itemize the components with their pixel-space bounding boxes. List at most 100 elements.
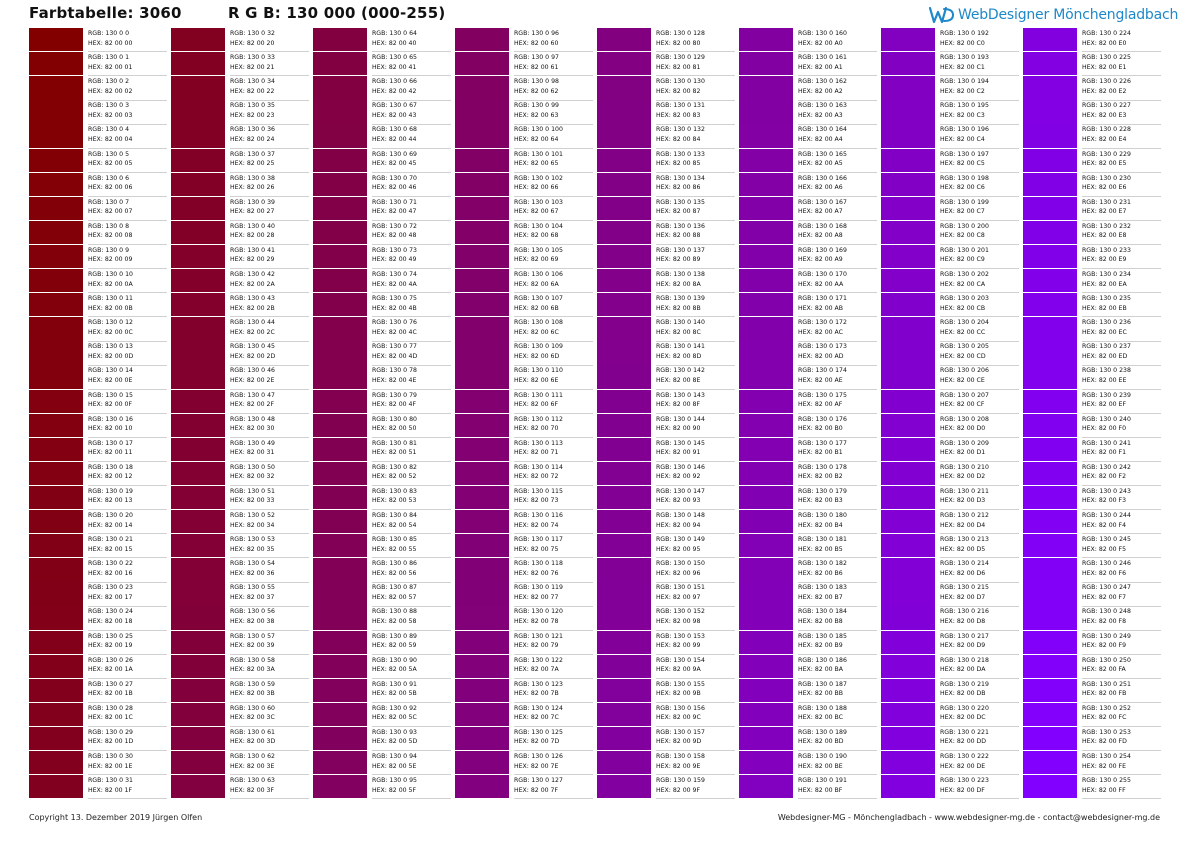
color-swatch <box>1023 485 1077 510</box>
hex-value: HEX: 82 00 29 <box>230 256 275 264</box>
color-cell: RGB: 130 0 235 HEX: 82 00 EB <box>1023 293 1161 317</box>
color-swatch <box>881 630 935 654</box>
row-divider <box>514 316 593 317</box>
row-divider <box>88 629 167 631</box>
hex-value: HEX: 82 00 8B <box>656 304 701 312</box>
rgb-value: RGB: 130 0 213 <box>940 536 989 544</box>
row-divider <box>88 292 167 293</box>
rgb-value: RGB: 130 0 123 <box>514 680 563 688</box>
color-cell: RGB: 130 0 222 HEX: 82 00 DE <box>881 751 1019 775</box>
color-cell: RGB: 130 0 154 HEX: 82 00 9A <box>597 654 735 679</box>
color-label: RGB: 130 0 76 HEX: 82 00 4C <box>372 318 417 337</box>
color-label: RGB: 130 0 250 HEX: 82 00 FA <box>1082 656 1131 675</box>
hex-value: HEX: 82 00 3B <box>230 690 275 698</box>
rgb-value: RGB: 130 0 63 <box>230 777 275 785</box>
hex-value: HEX: 82 00 34 <box>230 521 275 529</box>
color-cell: RGB: 130 0 102 HEX: 82 00 66 <box>455 172 593 197</box>
color-swatch <box>739 341 793 365</box>
hex-value: HEX: 82 00 0E <box>88 376 133 384</box>
rgb-value: RGB: 130 0 157 <box>656 728 705 736</box>
row-divider <box>514 436 593 438</box>
color-cell: RGB: 130 0 121 HEX: 82 00 79 <box>455 630 593 655</box>
color-swatch <box>597 461 651 486</box>
color-cell: RGB: 130 0 8 HEX: 82 00 08 <box>29 220 167 245</box>
rgb-value: RGB: 130 0 212 <box>940 512 989 519</box>
rgb-value: RGB: 130 0 70 <box>372 174 417 182</box>
color-swatch <box>1023 52 1077 76</box>
hex-value: HEX: 82 00 C8 <box>940 232 985 240</box>
row-divider <box>514 533 593 534</box>
rgb-value: RGB: 130 0 65 <box>372 54 417 62</box>
color-cell: RGB: 130 0 199 HEX: 82 00 C7 <box>881 196 1019 221</box>
row-divider <box>940 436 1019 438</box>
color-swatch <box>739 534 793 558</box>
rgb-value: RGB: 130 0 83 <box>372 487 417 495</box>
color-swatch <box>881 485 935 510</box>
color-label: RGB: 130 0 62 HEX: 82 00 3E <box>230 752 275 771</box>
hex-value: HEX: 82 00 52 <box>372 473 417 481</box>
color-swatch <box>881 678 935 703</box>
color-swatch <box>1023 196 1077 221</box>
rgb-value: RGB: 130 0 159 <box>656 777 705 785</box>
color-cell: RGB: 130 0 139 HEX: 82 00 8B <box>597 293 735 317</box>
color-swatch <box>881 220 935 245</box>
hex-value: HEX: 82 00 42 <box>372 87 417 95</box>
color-cell: RGB: 130 0 99 HEX: 82 00 63 <box>455 100 593 125</box>
hex-value: HEX: 82 00 3F <box>230 786 275 794</box>
rgb-value: RGB: 130 0 88 <box>372 608 417 616</box>
color-cell: RGB: 130 0 253 HEX: 82 00 FD <box>1023 726 1161 751</box>
color-label: RGB: 130 0 135 HEX: 82 00 87 <box>656 198 705 217</box>
color-label: RGB: 130 0 83 HEX: 82 00 53 <box>372 487 417 506</box>
footer-contact: Webdesigner-MG - Mönchengladbach - www.w… <box>777 813 1160 822</box>
color-cell: RGB: 130 0 219 HEX: 82 00 DB <box>881 678 1019 703</box>
hex-value: HEX: 82 00 E6 <box>1082 184 1127 192</box>
row-divider <box>798 220 877 221</box>
color-swatch <box>171 582 225 606</box>
hex-value: HEX: 82 00 DE <box>940 762 986 770</box>
color-swatch <box>597 293 651 317</box>
rgb-value: RGB: 130 0 16 <box>88 415 133 423</box>
color-swatch <box>739 630 793 654</box>
hex-value: HEX: 82 00 B5 <box>798 545 843 553</box>
rgb-value: RGB: 130 0 4 <box>88 126 130 134</box>
hex-value: HEX: 82 00 C0 <box>940 39 985 47</box>
color-cell: RGB: 130 0 171 HEX: 82 00 AB <box>739 293 877 317</box>
color-label: RGB: 130 0 47 HEX: 82 00 2F <box>230 391 275 410</box>
color-cell: RGB: 130 0 117 HEX: 82 00 75 <box>455 534 593 558</box>
color-label: RGB: 130 0 240 HEX: 82 00 F0 <box>1082 415 1131 434</box>
row-divider <box>88 99 167 101</box>
hex-value: HEX: 82 00 A5 <box>798 160 843 167</box>
hex-value: HEX: 82 00 C6 <box>940 184 985 192</box>
rgb-value: RGB: 130 0 148 <box>656 512 705 519</box>
hex-value: HEX: 82 00 1E <box>88 762 133 770</box>
color-label: RGB: 130 0 98 HEX: 82 00 62 <box>514 77 559 96</box>
hex-value: HEX: 82 00 B1 <box>798 449 843 457</box>
hex-value: HEX: 82 00 C5 <box>940 160 985 167</box>
color-label: RGB: 130 0 51 HEX: 82 00 33 <box>230 487 275 506</box>
rgb-value: RGB: 130 0 198 <box>940 174 989 182</box>
color-swatch <box>313 389 367 413</box>
rgb-value: RGB: 130 0 149 <box>656 536 705 544</box>
color-label: RGB: 130 0 169 HEX: 82 00 A9 <box>798 246 847 265</box>
hex-value: HEX: 82 00 8A <box>656 280 701 288</box>
rgb-value: RGB: 130 0 167 <box>798 198 847 206</box>
row-divider <box>656 533 735 534</box>
color-label: RGB: 130 0 152 HEX: 82 00 98 <box>656 607 705 626</box>
color-swatch <box>739 775 793 799</box>
hex-value: HEX: 82 00 CA <box>940 280 986 288</box>
hex-value: HEX: 82 00 96 <box>656 569 701 577</box>
color-cell: RGB: 130 0 101 HEX: 82 00 65 <box>455 148 593 173</box>
color-cell: RGB: 130 0 250 HEX: 82 00 FA <box>1023 654 1161 679</box>
color-label: RGB: 130 0 35 HEX: 82 00 23 <box>230 101 275 120</box>
hex-value: HEX: 82 00 4A <box>372 280 417 288</box>
hex-value: HEX: 82 00 7D <box>514 738 560 746</box>
hex-value: HEX: 82 00 97 <box>656 593 701 601</box>
color-label: RGB: 130 0 122 HEX: 82 00 7A <box>514 656 563 675</box>
rgb-value: RGB: 130 0 3 <box>88 102 130 110</box>
rgb-value: RGB: 130 0 84 <box>372 512 417 519</box>
color-cell: RGB: 130 0 125 HEX: 82 00 7D <box>455 726 593 751</box>
color-swatch <box>597 510 651 534</box>
rgb-value: RGB: 130 0 60 <box>230 704 275 712</box>
color-cell: RGB: 130 0 197 HEX: 82 00 C5 <box>881 148 1019 173</box>
color-label: RGB: 130 0 249 HEX: 82 00 F9 <box>1082 632 1131 651</box>
